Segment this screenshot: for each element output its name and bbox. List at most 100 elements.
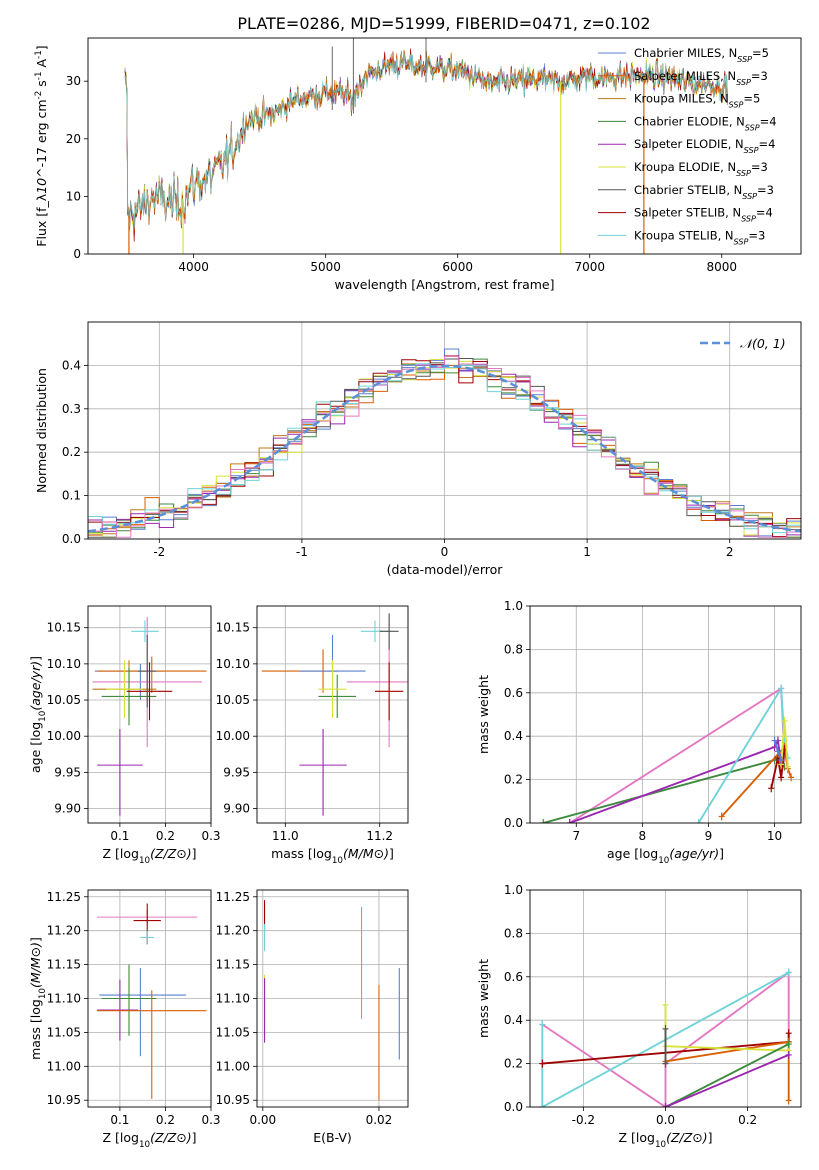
plot-area <box>88 348 801 539</box>
plot-area <box>539 968 792 1107</box>
y-tick-label: 10.10 <box>47 657 81 671</box>
y-axis-label: mass [log10(M/M⊙)] <box>28 937 48 1060</box>
x-axis-label: Z [log10(Z/Z⊙)] <box>102 846 196 866</box>
age-vs-metallicity-panel: 0.1 0.2 0.3 9.90 9.95 10.00 10.05 10.10 10.15 Z [… <box>28 605 221 866</box>
normal-reference-curve <box>88 364 801 533</box>
residual-histogram-panel: -2 -1 0 1 2 0.0 0.1 0.2 0.3 0.4 (data-model)/error… <box>34 321 802 577</box>
legend-label: Chabrier MILES, NSSP=5 <box>634 46 769 64</box>
x-tick-label: 0.3 <box>201 1113 220 1127</box>
legend: Chabrier MILES, NSSP=5 Salpeter MILES, NS… <box>598 46 777 246</box>
mass-vs-metallicity-panel: 0.1 0.2 0.3 10.95 11.00 11.05 11.10 11.15 11.20 1… <box>28 889 221 1150</box>
y-tick-label: 30 <box>66 74 81 88</box>
y-tick-label: 0.4 <box>62 358 81 372</box>
x-tick-label: 0 <box>441 545 449 559</box>
legend-label: Salpeter ELODIE, NSSP=4 <box>634 137 775 155</box>
y-tick-label: 0.3 <box>62 402 81 416</box>
y-tick-label: 0.6 <box>504 686 523 700</box>
axes-frame <box>256 605 409 824</box>
y-tick-label: 0.0 <box>504 1100 523 1114</box>
axes-frame <box>87 37 802 255</box>
y-axis-label: Flux [f_λ10^-17 erg cm-2 s-1 A-1] <box>34 45 49 246</box>
y-tick-label: 10.95 <box>216 1093 250 1107</box>
y-tick-label: 10.15 <box>216 621 250 635</box>
y-tick-label: 0.2 <box>504 1057 523 1071</box>
plot-area <box>540 684 795 823</box>
y-tick-label: 0.2 <box>504 773 523 787</box>
x-tick-label: 10 <box>767 829 782 843</box>
x-tick-label: 7000 <box>574 260 605 274</box>
x-tick-label: 7 <box>572 829 580 843</box>
plot-area <box>261 613 408 816</box>
x-tick-label: 0.2 <box>156 829 175 843</box>
histogram-step <box>88 363 801 539</box>
y-tick-label: 11.00 <box>47 1059 81 1073</box>
x-tick-label: -2 <box>153 545 165 559</box>
plot-area <box>92 616 207 816</box>
axes-frame <box>87 321 802 540</box>
x-tick-label: 5000 <box>310 260 341 274</box>
y-tick-label: 10.95 <box>47 1093 81 1107</box>
mass-weight-vs-metallicity-panel: -0.2 0.0 0.2 0.0 0.2 0.4 0.6 0.8 1.0 Z [log10(Z/Z… <box>476 883 802 1150</box>
legend-label: Salpeter STELIB, NSSP=4 <box>634 206 773 224</box>
x-axis-label: Z [log10(Z/Z⊙)] <box>102 1130 196 1150</box>
y-tick-label: 10.10 <box>216 657 250 671</box>
y-tick-label: 11.10 <box>216 992 250 1006</box>
legend-label: Salpeter MILES, NSSP=3 <box>634 69 768 87</box>
figure-title: PLATE=0286, MJD=51999, FIBERID=0471, z=0… <box>237 14 650 33</box>
y-tick-label: 0 <box>73 247 81 261</box>
mass-weight-line <box>541 971 790 1107</box>
mass-weight-line <box>770 749 786 789</box>
y-tick-label: 11.20 <box>47 924 81 938</box>
y-tick-label: 10.05 <box>216 693 250 707</box>
y-tick-label: 11.10 <box>47 992 81 1006</box>
y-tick-label: 20 <box>66 132 81 146</box>
y-tick-label: 10 <box>66 189 81 203</box>
y-tick-label: 11.00 <box>216 1059 250 1073</box>
y-axis-label: Normed distribution <box>34 368 49 493</box>
y-tick-label: 0.8 <box>504 642 523 656</box>
plot-area <box>263 900 400 1101</box>
y-tick-label: 9.95 <box>223 765 250 779</box>
x-tick-label: -1 <box>296 545 308 559</box>
x-tick-label: 11.2 <box>366 829 393 843</box>
mass-weight-line <box>665 1054 790 1107</box>
y-tick-label: 11.15 <box>47 958 81 972</box>
mass-vs-ebv-panel: 0.00 0.02 10.95 11.00 11.05 11.10 11.15 11.20 11… <box>216 889 409 1145</box>
legend-label: Kroupa STELIB, NSSP=3 <box>634 228 765 246</box>
plot-area <box>97 903 207 1099</box>
y-tick-label: 11.20 <box>216 924 250 938</box>
y-tick-label: 11.05 <box>47 1025 81 1039</box>
axes-frame <box>87 605 212 824</box>
mass-weight-line <box>569 737 783 823</box>
x-tick-label: 8000 <box>707 260 738 274</box>
axes-frame <box>256 889 409 1108</box>
x-tick-label: 0.02 <box>366 1113 393 1127</box>
y-tick-label: 0.6 <box>504 970 523 984</box>
y-tick-label: 11.05 <box>216 1025 250 1039</box>
mass-weight-vs-age-panel: 7 8 9 10 0.0 0.2 0.4 0.6 0.8 1.0 age [log10(age/yr… <box>476 599 802 866</box>
x-tick-label: 0.2 <box>738 1113 757 1127</box>
y-tick-label: 11.25 <box>47 890 81 904</box>
x-tick-label: 6000 <box>442 260 473 274</box>
legend-label: Chabrier STELIB, NSSP=3 <box>634 183 774 201</box>
y-tick-label: 10.15 <box>47 621 81 635</box>
y-tick-label: 0.1 <box>62 489 81 503</box>
x-tick-label: 0.2 <box>156 1113 175 1127</box>
y-tick-label: 11.15 <box>216 958 250 972</box>
x-tick-label: 1 <box>583 545 591 559</box>
y-tick-label: 0.2 <box>62 445 81 459</box>
x-axis-label: (data-model)/error <box>387 562 504 577</box>
x-tick-label: 0.3 <box>201 829 220 843</box>
axes-frame <box>529 889 802 1108</box>
y-tick-label: 0.0 <box>504 816 523 830</box>
x-tick-label: -0.2 <box>572 1113 595 1127</box>
legend-label: Kroupa MILES, NSSP=5 <box>634 92 760 110</box>
x-tick-label: 8 <box>639 829 647 843</box>
x-tick-label: 9 <box>705 829 713 843</box>
y-tick-label: 10.00 <box>216 729 250 743</box>
x-tick-label: 0.0 <box>656 1113 675 1127</box>
axes-frame <box>87 889 212 1108</box>
legend-label: 𝒩(0, 1) <box>740 336 786 351</box>
age-vs-mass-panel: 11.0 11.2 9.90 9.95 10.00 10.05 10.10 10.15 mass… <box>216 605 409 866</box>
